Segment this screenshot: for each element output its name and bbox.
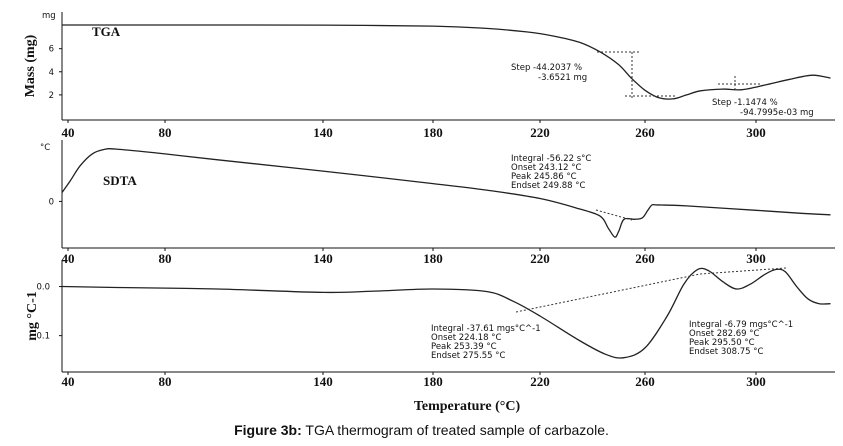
x-tick-label: 300	[746, 374, 766, 389]
tga-step1-mass: -3.6521 mg	[538, 73, 587, 83]
dtg-curve	[61, 267, 831, 359]
y-tick-label: 4	[49, 68, 54, 78]
x-tick-label: 80	[159, 251, 172, 266]
dtg-baseline-guide	[515, 267, 787, 313]
x-tick-label: 180	[423, 125, 443, 140]
sdta-y-unit: °C	[40, 143, 50, 153]
x-tick-label: 260	[635, 251, 655, 266]
figure-caption-prefix: Figure 3b:	[234, 422, 302, 438]
dtg-y-label: mg °C-1	[25, 291, 40, 341]
x-tick-label: 180	[423, 374, 443, 389]
dtg-peak1-integral: Integral -37.61 mgs°C^-1	[431, 324, 541, 334]
x-tick-label: 140	[313, 125, 333, 140]
y-tick-label: 2	[49, 91, 54, 101]
tga-y-ticks: 6 4 2	[49, 45, 62, 101]
sdta-integral: Integral -56.22 s°C	[511, 154, 591, 164]
x-tick-label: 40	[62, 374, 75, 389]
tga-y-label: Mass (mg)	[23, 34, 38, 97]
sdta-endset: Endset 249.88 °C	[511, 181, 586, 191]
y-tick-label: 6	[49, 45, 54, 55]
y-tick-label: 0.0	[36, 283, 50, 293]
x-tick-label: 80	[159, 374, 172, 389]
tga-panel-label: TGA	[92, 24, 121, 39]
x-tick-label: 40	[62, 251, 75, 266]
figure-caption: Figure 3b: TGA thermogram of treated sam…	[0, 422, 843, 438]
sdta-x-ticks: 40 80 140 180 220 260 300	[62, 248, 766, 266]
x-tick-label: 260	[635, 125, 655, 140]
tga-panel: mg TGA Mass (mg) 6 4 2 40 80 140 180 220 260 300…	[23, 11, 835, 140]
dtg-peak2-integral: Integral -6.79 mgs°C^-1	[689, 320, 793, 330]
sdta-curve	[61, 148, 831, 238]
dtg-peak1-onset: Onset 224.18 °C	[431, 333, 501, 343]
x-tick-label: 260	[635, 374, 655, 389]
tga-step1-percent: Step -44.2037 %	[511, 63, 582, 73]
sdta-panel: °C SDTA 0 40 80 140 180 220 260 300 Integral -…	[40, 140, 835, 266]
sdta-peak: Peak 245.86 °C	[511, 172, 577, 182]
x-tick-label: 220	[530, 374, 550, 389]
dtg-peak1-peak: Peak 253.39 °C	[431, 342, 497, 352]
x-tick-label: 180	[423, 251, 443, 266]
tga-step2-mass: -94.7995e-03 mg	[740, 108, 814, 118]
dtg-x-ticks: 40 80 140 180 220 260 300	[62, 372, 766, 389]
tga-thermogram-chart: mg TGA Mass (mg) 6 4 2 40 80 140 180 220 260 300…	[23, 11, 835, 414]
x-tick-label: 140	[313, 251, 333, 266]
tga-y-unit: mg	[42, 11, 56, 21]
sdta-panel-label: SDTA	[103, 173, 137, 188]
x-tick-label: 300	[746, 125, 766, 140]
sdta-onset: Onset 243.12 °C	[511, 163, 581, 173]
y-tick-label: 0.1	[36, 332, 50, 342]
tga-mass-curve	[62, 24, 831, 100]
sdta-y-ticks: 0	[49, 197, 62, 207]
dtg-peak1-endset: Endset 275.55 °C	[431, 351, 506, 361]
dtg-peak2-onset: Onset 282.69 °C	[689, 329, 759, 339]
x-axis-label: Temperature (°C)	[414, 399, 521, 414]
dtg-peak2-peak: Peak 295.50 °C	[689, 338, 755, 348]
y-tick-label: 0	[49, 197, 54, 207]
figure-caption-text: TGA thermogram of treated sample of carb…	[301, 422, 609, 438]
x-tick-label: 220	[530, 125, 550, 140]
dtg-panel: mg °C-1 0.0 0.1 40 80 140 180 220 260 300 Integ…	[25, 260, 835, 414]
dtg-y-ticks: 0.0 0.1	[36, 283, 62, 342]
x-tick-label: 140	[313, 374, 333, 389]
tga-x-ticks: 40 80 140 180 220 260 300	[62, 120, 766, 140]
tga-step2-percent: Step -1.1474 %	[712, 98, 778, 108]
x-tick-label: 300	[746, 251, 766, 266]
dtg-peak2-endset: Endset 308.75 °C	[689, 347, 764, 357]
x-tick-label: 40	[62, 125, 75, 140]
x-tick-label: 220	[530, 251, 550, 266]
x-tick-label: 80	[159, 125, 172, 140]
